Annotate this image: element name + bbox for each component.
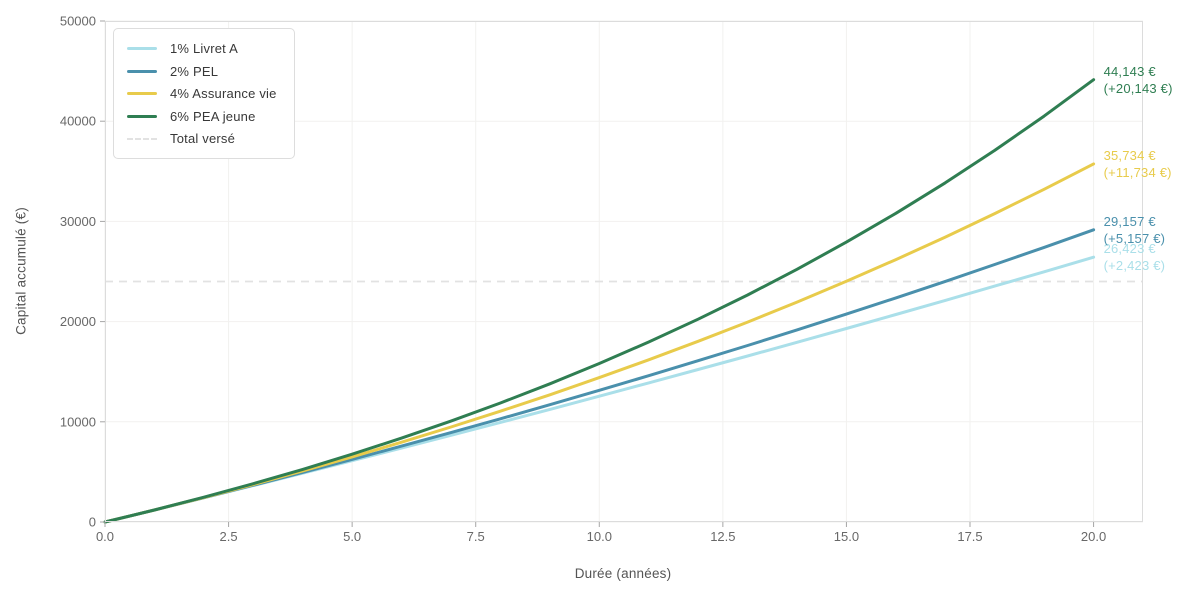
x-tick-label: 0.0 <box>96 529 114 544</box>
x-tick-label: 12.5 <box>710 529 735 544</box>
x-tick-label: 7.5 <box>467 529 485 544</box>
y-tick-label: 20000 <box>60 314 96 329</box>
x-tick-label: 5.0 <box>343 529 361 544</box>
series-line-3 <box>103 78 1096 524</box>
end-value-label: 35,734 € <box>1103 147 1156 163</box>
y-tick-labels: 0 10000 20000 30000 40000 50000 <box>60 14 96 530</box>
legend-swatch-line <box>127 47 157 50</box>
legend-item-0: 1% Livret A <box>127 40 277 57</box>
x-tick-label: 17.5 <box>957 529 982 544</box>
legend-swatch-line <box>127 92 157 96</box>
legend-item-total-verse: Total versé <box>127 130 277 147</box>
gain-label: (+11,734 €) <box>1103 164 1172 180</box>
x-tick-labels: 0.0 2.5 5.0 7.5 10.0 12.5 15.0 17.5 20.0 <box>96 529 1106 544</box>
tick-marks <box>100 20 1095 527</box>
y-tick-label: 30000 <box>60 214 96 229</box>
legend-item-2: 4% Assurance vie <box>127 85 277 102</box>
end-annotation-3: 44,143 € (+20,143 €) <box>1104 63 1173 97</box>
plot-spines <box>105 21 1143 522</box>
y-axis-label: Capital accumulé (€) <box>13 207 29 335</box>
legend-swatch-line <box>127 69 157 73</box>
series-lines <box>103 78 1096 524</box>
legend: 1% Livret A 2% PEL 4% Assurance vie 6% PEA … <box>113 28 295 160</box>
x-axis-label: Durée (années) <box>574 566 672 581</box>
legend-item-1: 2% PEL <box>127 63 277 80</box>
legend-item-3: 6% PEA jeune <box>127 108 277 125</box>
gain-label: (+2,423 €) <box>1103 258 1166 274</box>
end-annotation-2: 35,734 € (+11,734 €) <box>1104 147 1172 181</box>
x-tick-label: 2.5 <box>220 529 238 544</box>
gain-label: (+5,157 €) <box>1103 230 1166 246</box>
legend-swatch-line <box>127 114 157 118</box>
legend-label: 1% Livret A <box>170 41 238 56</box>
legend-swatch-dashed-line <box>127 137 157 140</box>
y-tick-label: 50000 <box>60 14 96 29</box>
legend-label: 4% Assurance vie <box>170 86 277 102</box>
end-value-label: 26,423 € <box>1103 241 1156 257</box>
legend-label: 6% PEA jeune <box>170 108 256 124</box>
end-annotation-1: 29,157 € (+5,157 €) <box>1104 213 1166 247</box>
end-value-label: 44,143 € <box>1103 63 1156 79</box>
x-tick-label: 15.0 <box>834 529 859 544</box>
y-tick-label: 0 <box>89 515 96 530</box>
legend-label: Total versé <box>170 131 236 147</box>
x-tick-label: 10.0 <box>587 529 612 544</box>
x-tick-label: 20.0 <box>1081 529 1106 544</box>
gain-label: (+20,143 €) <box>1103 80 1173 96</box>
legend-label: 2% PEL <box>170 63 219 79</box>
y-tick-label: 10000 <box>60 414 96 429</box>
y-tick-label: 40000 <box>60 114 96 129</box>
end-value-label: 29,157 € <box>1103 213 1156 229</box>
end-annotation-0: 26,423 € (+2,423 €) <box>1104 240 1166 274</box>
